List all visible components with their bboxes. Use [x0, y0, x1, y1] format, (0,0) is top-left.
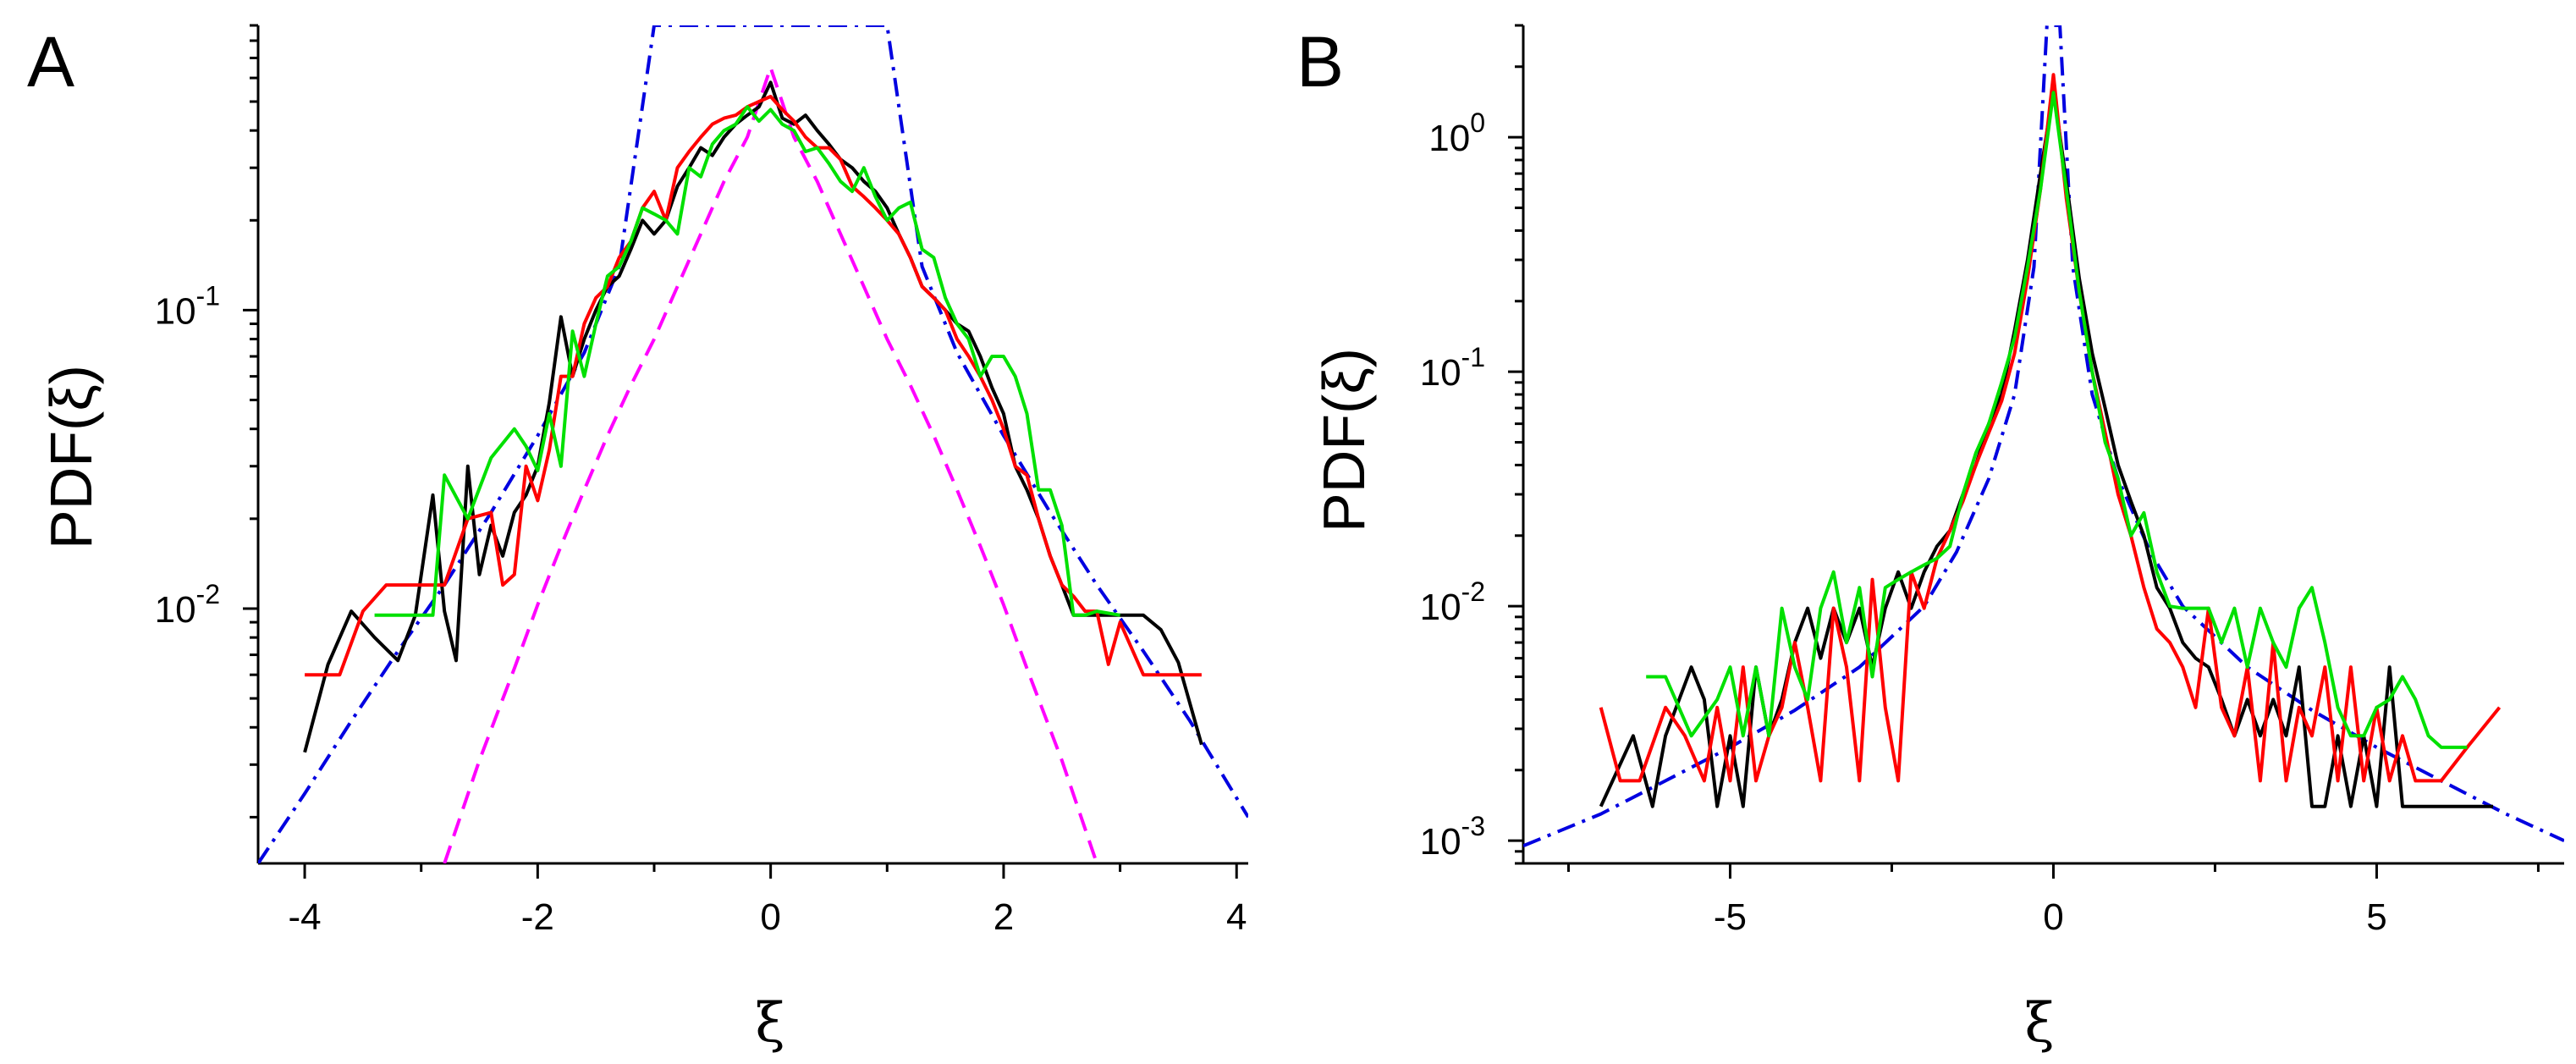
- panel-b-y-axis-label: PDF(ξ): [1311, 348, 1377, 532]
- x-tick-label: 0: [2043, 896, 2063, 938]
- x-tick-label: -2: [521, 896, 554, 938]
- y-tick-label: 10-3: [1420, 811, 1485, 863]
- series-group: [258, 25, 1248, 863]
- y-tick-label-exponent: -2: [1461, 576, 1485, 607]
- plot-a: -4 -2 0 2 410-210-1: [155, 24, 1248, 938]
- y-tick-label: 10-2: [155, 579, 220, 631]
- series-data-green: [1646, 91, 2468, 749]
- panel-a-y-axis-label: PDF(ξ): [38, 365, 104, 549]
- y-tick-label-base: 10: [1420, 352, 1461, 394]
- y-tick-label-base: 10: [155, 290, 196, 332]
- series-data-red: [1599, 73, 2502, 783]
- series-data-green: [374, 105, 1120, 617]
- y-tick-label-base: 10: [155, 589, 196, 631]
- series-group: [1523, 25, 2564, 848]
- panel-b-x-axis-label: ξ: [2024, 992, 2054, 1055]
- y-tick-label-exponent: 0: [1470, 108, 1485, 138]
- y-tick-label-exponent: -2: [196, 579, 220, 609]
- y-tick-label-base: 10: [1420, 821, 1461, 863]
- series-data-red: [305, 95, 1202, 677]
- y-tick-label: 100: [1428, 108, 1485, 159]
- y-tick-label-base: 10: [1420, 587, 1461, 628]
- x-tick-label: 5: [2366, 896, 2386, 938]
- x-tick-label: 0: [760, 896, 780, 938]
- panel-b-label: B: [1296, 22, 1344, 102]
- panel-a-label: A: [27, 22, 74, 102]
- y-tick-label: 10-2: [1420, 576, 1485, 628]
- y-tick-label: 10-1: [155, 280, 220, 332]
- y-tick-label-base: 10: [1428, 118, 1470, 159]
- x-tick-label: -4: [288, 896, 321, 938]
- x-tick-label: 4: [1226, 896, 1247, 938]
- series-fit-dash-dot: [258, 25, 1248, 863]
- y-tick-label-exponent: -3: [1461, 811, 1485, 841]
- panel-a: A -4 -2 0 2 410-210-1 PDF(ξ) ξ: [27, 22, 1248, 1055]
- series-fit-dash-dot: [1523, 25, 2564, 848]
- y-tick-label-exponent: -1: [196, 280, 220, 311]
- series-fit-dashed: [443, 65, 1098, 863]
- series-data-black: [303, 80, 1203, 753]
- x-tick-label: 2: [994, 896, 1014, 938]
- panel-a-x-axis-label: ξ: [755, 992, 784, 1055]
- x-tick-label: -5: [1714, 896, 1747, 938]
- y-tick-label-exponent: -1: [1461, 342, 1485, 372]
- y-tick-label: 10-1: [1420, 342, 1485, 394]
